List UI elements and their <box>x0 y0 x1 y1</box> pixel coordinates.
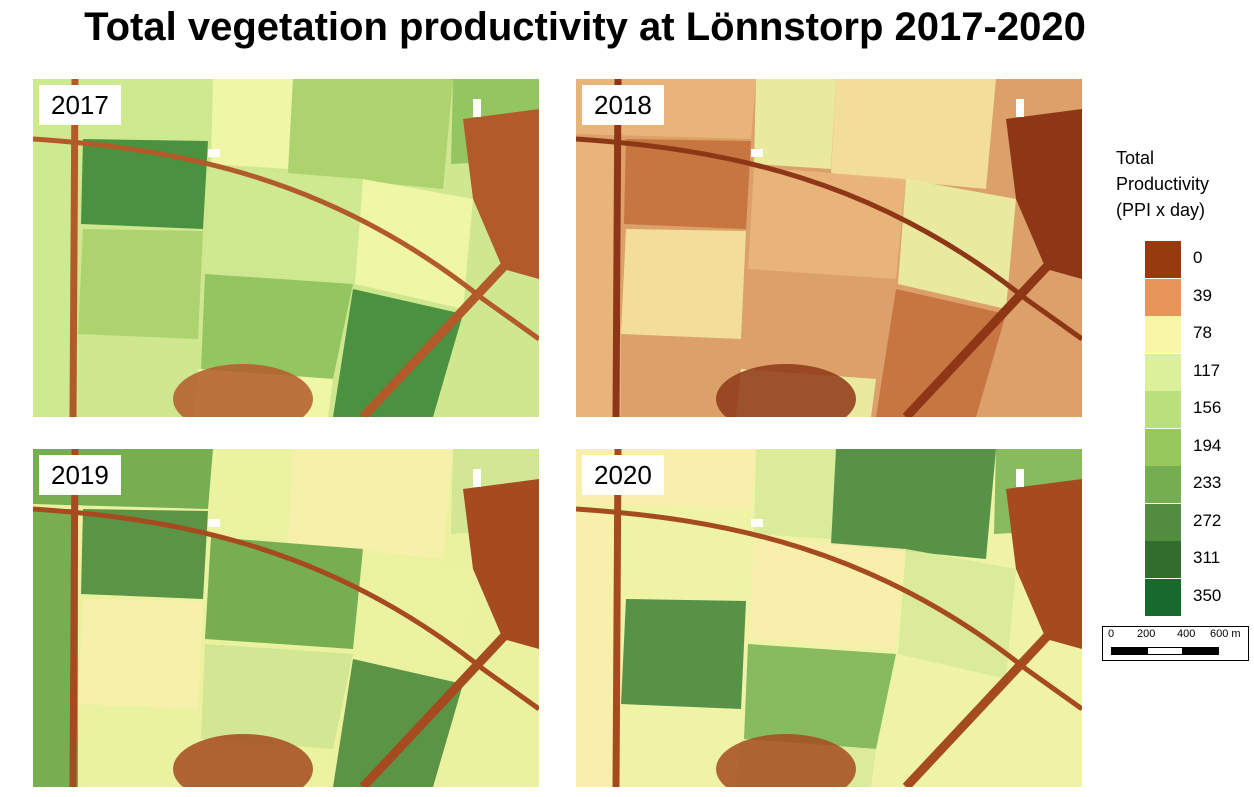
year-label-2019: 2019 <box>39 455 121 495</box>
year-label-2017: 2017 <box>39 85 121 125</box>
legend-swatch <box>1145 541 1181 578</box>
scale-label: 400 <box>1177 628 1196 640</box>
legend-swatch <box>1145 503 1181 541</box>
legend-swatch <box>1145 241 1181 278</box>
legend: Total Productivity (PPI x day) 0 39 78 1… <box>1110 145 1250 616</box>
legend-value: 156 <box>1193 398 1222 417</box>
legend-swatch <box>1145 316 1181 353</box>
raster-map-2020 <box>576 449 1082 787</box>
map-panel-2018: 2018 <box>576 79 1082 417</box>
year-label-2020: 2020 <box>582 455 664 495</box>
legend-value: 194 <box>1193 435 1222 455</box>
legend-swatch <box>1145 428 1181 466</box>
scale-segment <box>1183 647 1219 655</box>
legend-swatch <box>1145 278 1181 316</box>
scale-segment <box>1147 647 1183 655</box>
map-panel-2020: 2020 <box>576 449 1082 787</box>
legend-swatch <box>1145 578 1181 616</box>
legend-value: 350 <box>1193 585 1222 605</box>
scale-label: 200 <box>1137 628 1156 640</box>
legend-value: 0 <box>1193 248 1203 267</box>
legend-title-line-1: Total <box>1116 148 1155 168</box>
legend-value: 117 <box>1193 360 1221 380</box>
legend-title-line-2: Productivity <box>1116 174 1210 194</box>
map-panel-2019: 2019 <box>33 449 539 787</box>
legend-swatch <box>1145 353 1181 391</box>
raster-map-2019 <box>33 449 539 787</box>
legend-value: 272 <box>1193 510 1222 530</box>
legend-title-line-3: (PPI x day) <box>1116 200 1206 220</box>
map-title: Total vegetation productivity at Lönnsto… <box>84 5 1086 49</box>
scale-label: 0 <box>1108 628 1115 640</box>
scale-bar: 0 200 400 600 m <box>1102 626 1249 661</box>
legend-swatch <box>1145 466 1181 503</box>
year-label-2018: 2018 <box>582 85 664 125</box>
legend-value: 39 <box>1193 285 1212 305</box>
legend-swatch <box>1145 391 1181 428</box>
legend-value: 78 <box>1193 323 1212 342</box>
legend-value: 311 <box>1193 548 1221 567</box>
raster-map-2017 <box>33 79 539 417</box>
legend-value: 233 <box>1193 473 1222 492</box>
scale-segment <box>1111 647 1147 655</box>
scale-label: 600 m <box>1210 628 1241 640</box>
map-panel-2017: 2017 <box>33 79 539 417</box>
raster-map-2018 <box>576 79 1082 417</box>
scale-labels: 0 200 400 600 m <box>1103 628 1248 642</box>
